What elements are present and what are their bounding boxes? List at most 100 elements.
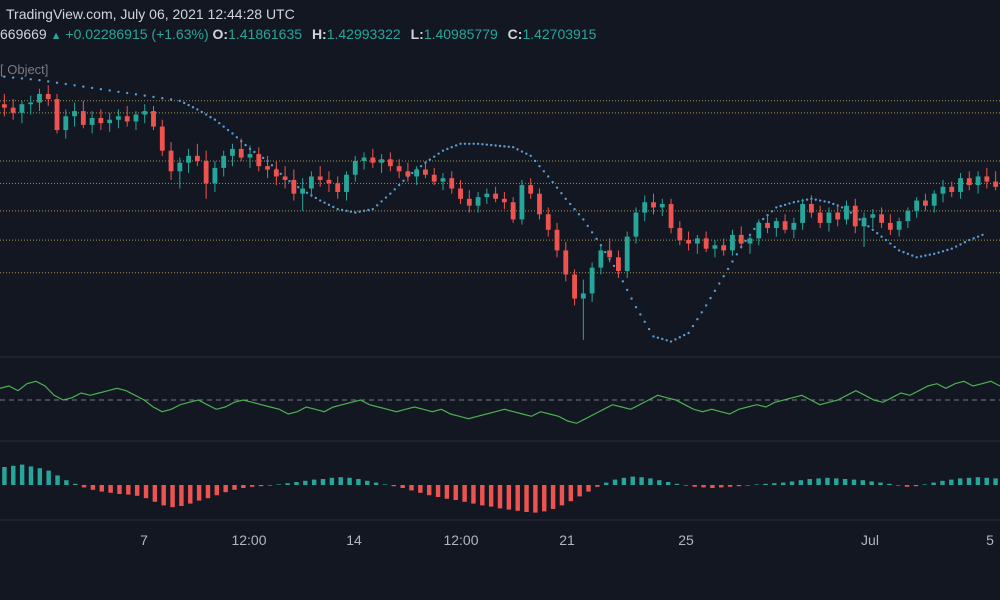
candle-body bbox=[756, 222, 762, 239]
chart-title: TradingView.com, July 06, 2021 12:44:28 … bbox=[6, 6, 295, 22]
sar-dot bbox=[384, 196, 388, 199]
sar-dot bbox=[468, 142, 471, 145]
sar-dot bbox=[354, 211, 357, 214]
candle-body bbox=[361, 157, 367, 161]
sar-dot bbox=[713, 289, 717, 293]
sar-dot bbox=[832, 202, 835, 206]
sar-dot bbox=[849, 211, 853, 214]
candle-body bbox=[870, 214, 876, 218]
candle-body bbox=[817, 212, 823, 223]
candle-body bbox=[563, 250, 569, 275]
candle-body bbox=[721, 245, 727, 251]
sar-dot bbox=[490, 143, 493, 147]
candle-body bbox=[28, 102, 34, 105]
sar-dot bbox=[604, 250, 607, 254]
sar-dot bbox=[805, 198, 809, 201]
sar-dot bbox=[709, 296, 712, 300]
sar-dot bbox=[38, 78, 41, 82]
candle-body bbox=[247, 154, 253, 158]
sar-dot bbox=[875, 232, 879, 235]
candle-body bbox=[923, 200, 928, 206]
sar-dot bbox=[169, 98, 173, 101]
sar-dot bbox=[630, 297, 633, 300]
sar-dot bbox=[582, 218, 585, 221]
chart-header: TradingView.com, July 06, 2021 12:44:28 … bbox=[0, 0, 1000, 50]
close-value: 1.42703915 bbox=[522, 26, 597, 42]
sar-dot bbox=[775, 206, 778, 209]
candle-body bbox=[142, 111, 148, 115]
sar-dot bbox=[200, 110, 203, 114]
candle-body bbox=[80, 111, 86, 125]
sar-dot bbox=[196, 108, 199, 111]
candle-body bbox=[686, 240, 692, 244]
candle-body bbox=[844, 205, 849, 220]
sar-dot bbox=[511, 146, 515, 149]
candle-body bbox=[335, 183, 341, 192]
candle-body bbox=[89, 117, 95, 125]
sar-dot bbox=[586, 224, 589, 228]
candle-body bbox=[694, 238, 700, 244]
candle-body bbox=[589, 267, 595, 294]
sar-dot bbox=[972, 237, 975, 240]
candle-body bbox=[940, 186, 946, 194]
sar-dot bbox=[314, 196, 317, 200]
sar-dot bbox=[371, 207, 375, 211]
sar-dot bbox=[621, 280, 625, 283]
sar-dot bbox=[270, 164, 274, 167]
sar-dot bbox=[858, 218, 861, 221]
sar-dot bbox=[183, 101, 186, 105]
low-value: 1.40985779 bbox=[423, 26, 498, 42]
candle-body bbox=[984, 176, 990, 182]
candle-body bbox=[501, 198, 507, 203]
candle-body bbox=[326, 179, 332, 184]
candle-body bbox=[677, 228, 683, 241]
sar-dot bbox=[625, 288, 629, 292]
candle-body bbox=[484, 193, 490, 198]
candle-body bbox=[572, 274, 577, 299]
sar-dot bbox=[880, 235, 883, 238]
sar-dot bbox=[678, 336, 682, 339]
sar-dot bbox=[389, 192, 392, 195]
candle-body bbox=[493, 193, 499, 199]
candle-body bbox=[607, 250, 613, 258]
candle-body bbox=[440, 178, 446, 182]
candle-body bbox=[317, 176, 323, 180]
sar-dot bbox=[29, 78, 32, 81]
candle-body bbox=[352, 160, 358, 175]
sar-dot bbox=[954, 245, 958, 248]
sar-dot bbox=[823, 200, 826, 203]
candle-body bbox=[414, 169, 420, 177]
candle-body bbox=[545, 214, 551, 230]
sar-dot bbox=[612, 264, 616, 268]
sar-dot bbox=[941, 250, 945, 253]
sar-dot bbox=[253, 150, 256, 154]
candle-body bbox=[449, 178, 455, 189]
sar-dot bbox=[577, 213, 581, 216]
sar-dot bbox=[108, 89, 111, 92]
sar-dot bbox=[213, 118, 217, 121]
close-label: C: bbox=[507, 26, 523, 42]
sar-dot bbox=[770, 210, 774, 213]
sar-dot bbox=[99, 87, 103, 91]
sar-dot bbox=[867, 225, 870, 228]
sar-dot bbox=[897, 249, 901, 252]
sar-dot bbox=[928, 253, 932, 256]
candle-body bbox=[431, 174, 437, 182]
sar-dot bbox=[547, 175, 550, 178]
sar-dot bbox=[134, 93, 138, 96]
sar-dot bbox=[665, 339, 668, 342]
sar-dot bbox=[204, 113, 208, 116]
candle-body bbox=[282, 176, 288, 180]
sar-dot bbox=[235, 136, 239, 139]
sar-dot bbox=[47, 80, 50, 83]
sar-dot bbox=[744, 239, 747, 243]
candle-body bbox=[256, 154, 262, 167]
sar-dot bbox=[634, 305, 638, 309]
candle-body bbox=[423, 169, 428, 175]
candle-body bbox=[203, 160, 209, 184]
sar-dot bbox=[889, 242, 892, 245]
candle-body bbox=[747, 238, 753, 244]
sar-dot bbox=[397, 183, 401, 187]
sar-dot bbox=[902, 250, 905, 254]
